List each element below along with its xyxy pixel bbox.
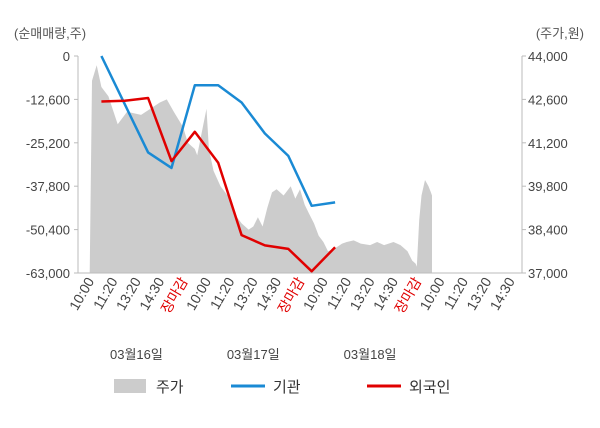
x-tick-label: 10:00 bbox=[183, 274, 214, 313]
legend-price-label: 주가 bbox=[156, 379, 184, 396]
right-tick-label: 44,000 bbox=[528, 49, 568, 64]
x-tick-label: 10:00 bbox=[66, 274, 97, 313]
left-tick-label: 0 bbox=[63, 49, 70, 64]
left-tick-label: -50,400 bbox=[26, 223, 70, 238]
right-tick-label: 39,800 bbox=[528, 179, 568, 194]
x-tick-label: 14:30 bbox=[487, 274, 518, 313]
legend-institution-label: 기관 bbox=[273, 379, 301, 396]
institution-line bbox=[100, 55, 336, 208]
foreign-line bbox=[101, 96, 336, 273]
right-axis-unit: (주가,원) bbox=[536, 26, 584, 41]
price-area bbox=[89, 65, 433, 273]
day-label: 03월16일 bbox=[110, 347, 163, 362]
legend-foreign-label: 외국인 bbox=[409, 379, 450, 396]
right-tick-label: 37,000 bbox=[528, 266, 568, 281]
left-tick-label: -63,000 bbox=[26, 266, 70, 281]
day-label: 03월18일 bbox=[344, 347, 397, 362]
right-tick-label: 41,200 bbox=[528, 136, 568, 151]
x-tick-label: 10:00 bbox=[300, 274, 331, 313]
right-tick-label: 38,400 bbox=[528, 223, 568, 238]
left-axis-unit: (순매매량,주) bbox=[14, 26, 86, 41]
left-tick-label: -25,200 bbox=[26, 136, 70, 151]
day-label: 03월17일 bbox=[227, 347, 280, 362]
x-tick-label: 10:00 bbox=[416, 274, 447, 313]
right-tick-label: 42,600 bbox=[528, 92, 568, 107]
left-tick-label: -12,600 bbox=[26, 92, 70, 107]
legend-price-swatch bbox=[114, 379, 146, 393]
left-tick-label: -37,800 bbox=[26, 179, 70, 194]
